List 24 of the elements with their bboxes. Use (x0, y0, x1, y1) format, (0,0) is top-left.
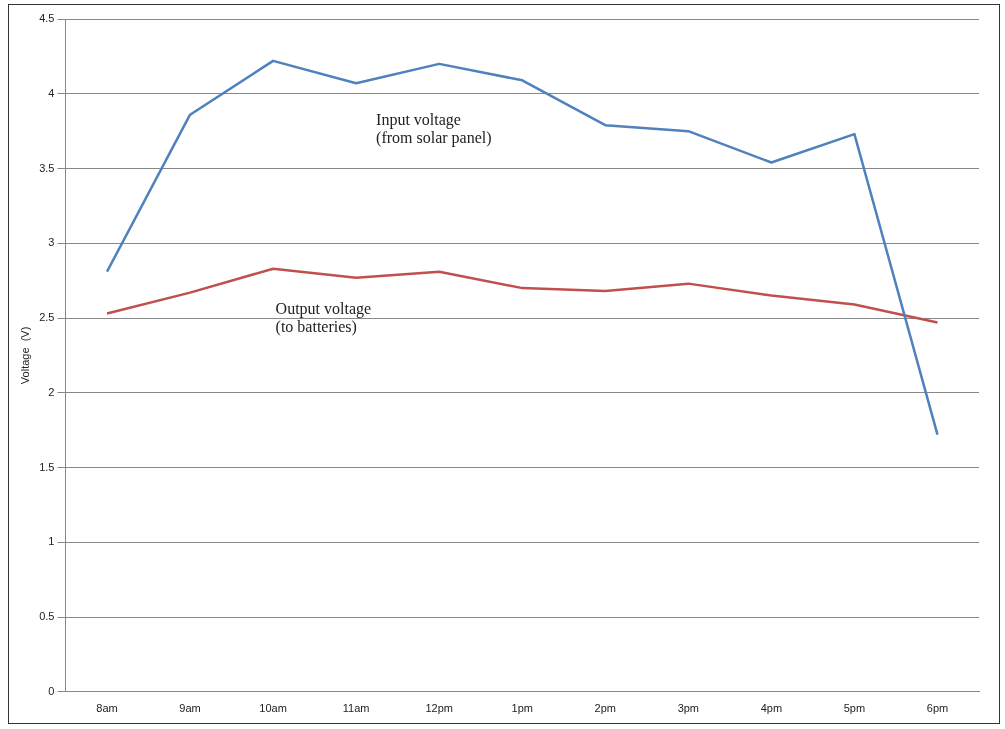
x-tick-label: 8am (96, 702, 118, 715)
x-tick-label: 9am (179, 702, 201, 715)
x-tick-label: 10am (259, 702, 287, 715)
y-tick-label: 2.5 (39, 311, 55, 324)
y-tick-label: 4 (48, 86, 55, 99)
series-label: Input voltage (from solar panel) (376, 111, 492, 148)
x-tick-label: 5pm (843, 702, 866, 715)
x-tick-label: 1pm (511, 702, 533, 715)
y-tick-label: 3 (48, 236, 55, 249)
x-tick-label: 3pm (677, 702, 700, 715)
y-tick-label: 0.5 (39, 610, 55, 623)
x-tick-label: 12pm (425, 702, 453, 715)
y-tick-label: 2 (48, 385, 55, 398)
x-tick-label: 2pm (594, 702, 616, 715)
y-tick-label: 1 (48, 535, 55, 548)
y-tick-label: 1.5 (39, 460, 55, 473)
x-tick-label: 4pm (760, 702, 783, 715)
y-axis-title: Voltage (V) (18, 326, 31, 385)
x-tick-label: 11am (342, 702, 370, 715)
y-tick-label: 3.5 (39, 161, 55, 174)
y-tick-label: 0 (48, 684, 55, 697)
series-label: Output voltage (to batteries) (275, 299, 372, 336)
y-tick-label: 4.5 (39, 12, 55, 25)
x-tick-label: 6pm (926, 702, 949, 715)
